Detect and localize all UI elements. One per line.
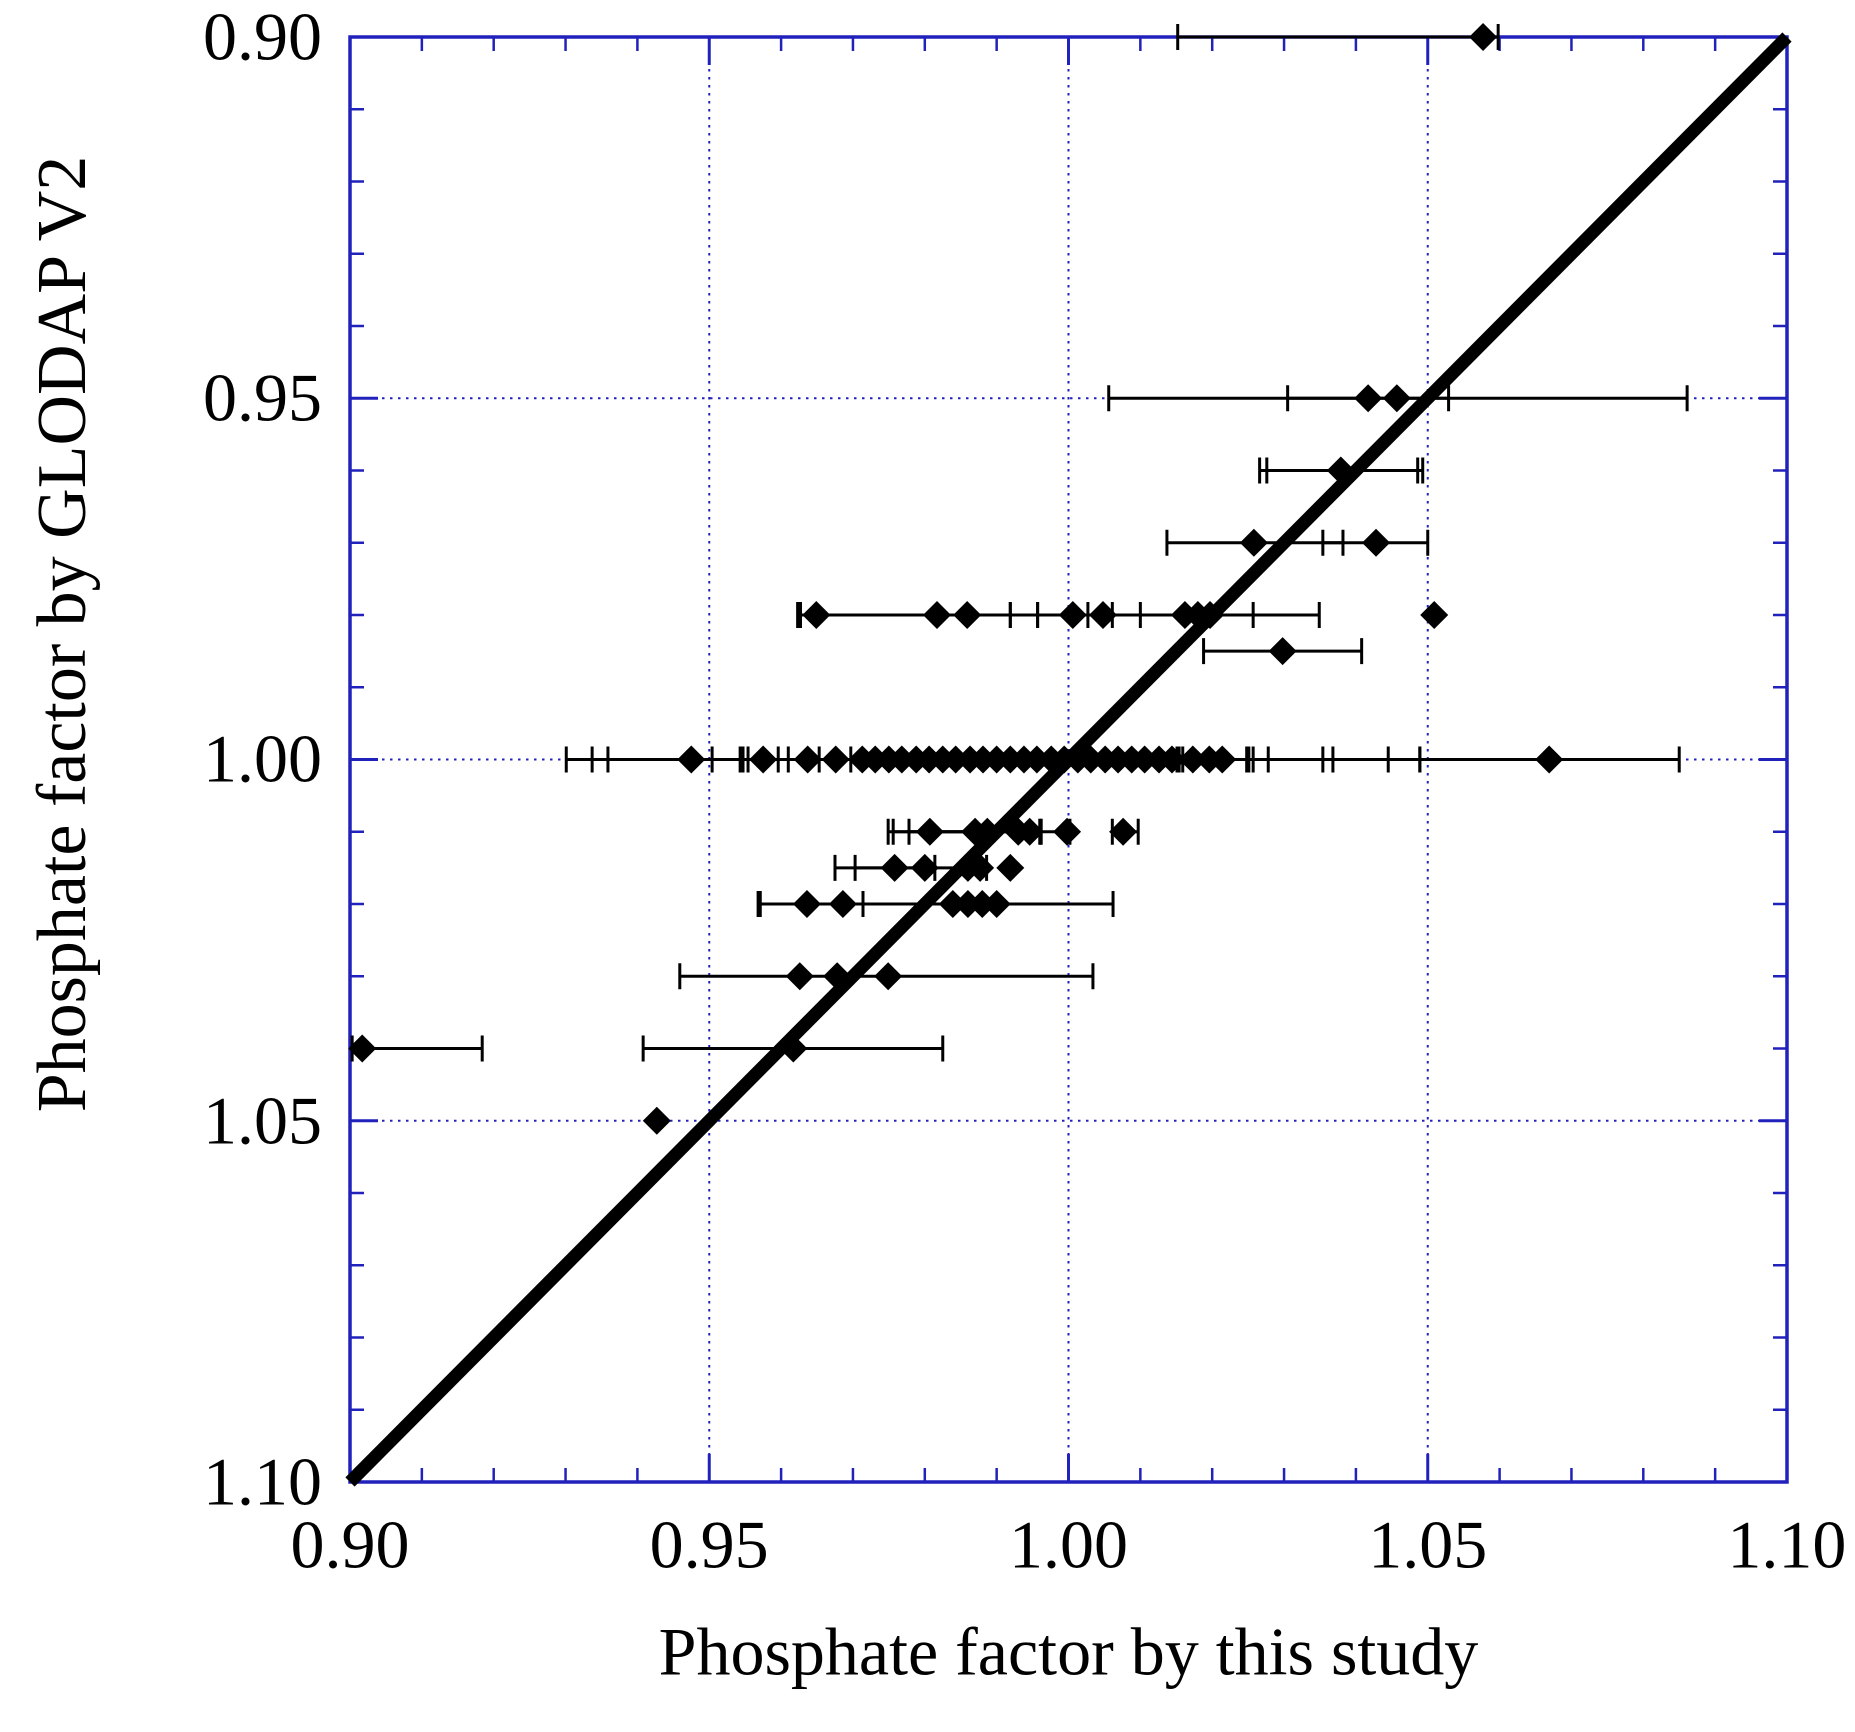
y-tick-label: 0.90 — [203, 0, 322, 75]
y-tick-label: 0.95 — [203, 359, 322, 436]
x-tick-label: 0.90 — [290, 1506, 410, 1583]
x-tick-label: 1.05 — [1368, 1506, 1488, 1583]
y-tick-label: 1.05 — [203, 1082, 322, 1159]
y-tick-label: 1.00 — [203, 720, 322, 797]
y-axis-title: Phosphate factor by GLODAP V2 — [24, 155, 102, 1113]
x-tick-label: 0.95 — [649, 1506, 769, 1583]
data-points — [348, 23, 1564, 1135]
axis-ticks — [350, 37, 1787, 1482]
error-bars — [350, 24, 1689, 1062]
x-tick-label: 1.10 — [1727, 1506, 1847, 1583]
x-tick-label: 1.00 — [1008, 1506, 1128, 1583]
y-tick-label: 1.10 — [203, 1443, 322, 1520]
x-axis-title: Phosphate factor by this study — [658, 1613, 1479, 1690]
